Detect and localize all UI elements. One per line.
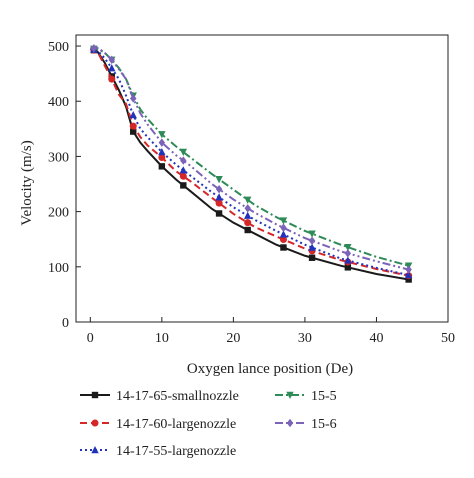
data-point <box>280 244 287 251</box>
data-point <box>344 243 352 252</box>
data-point <box>308 254 316 261</box>
x-axis-label: Oxygen lance position (De) <box>187 361 353 377</box>
x-tick-label: 40 <box>369 331 383 346</box>
series-1 <box>89 46 412 283</box>
legend-item: 15-6 <box>275 417 337 432</box>
series-line <box>89 47 409 277</box>
legend-marker <box>286 418 294 428</box>
plot-frame <box>75 34 449 323</box>
data-point <box>180 156 187 165</box>
legend-label: 15-6 <box>311 417 337 432</box>
y-tick-label: 500 <box>48 40 69 55</box>
y-tick-label: 400 <box>48 95 69 110</box>
data-point <box>279 230 288 238</box>
x-tick-label: 30 <box>298 331 312 346</box>
data-point <box>158 131 166 139</box>
data-point <box>215 210 223 217</box>
data-point <box>108 64 116 72</box>
legend-item: 14-17-60-largenozzle <box>80 417 236 432</box>
data-point <box>405 276 412 283</box>
data-point <box>90 44 98 53</box>
x-tick-label: 50 <box>441 331 455 346</box>
data-point <box>130 128 137 135</box>
data-point <box>108 55 115 65</box>
data-point <box>158 138 166 147</box>
data-point <box>179 166 188 174</box>
data-point <box>129 111 137 119</box>
data-point <box>179 172 187 180</box>
x-tick-label: 10 <box>155 331 169 346</box>
data-point <box>308 236 316 245</box>
data-point <box>158 148 166 156</box>
data-point <box>215 193 223 201</box>
data-point <box>129 122 137 130</box>
data-point <box>215 184 223 194</box>
legend-marker <box>91 419 99 427</box>
data-point <box>308 230 316 238</box>
y-tick-label: 100 <box>48 261 69 276</box>
series-3 <box>90 45 413 279</box>
data-point <box>244 226 251 234</box>
y-tick-label: 300 <box>48 150 69 165</box>
x-tick-label: 0 <box>87 331 94 346</box>
data-point <box>279 217 288 225</box>
series-line <box>90 46 409 271</box>
legend: 14-17-65-smallnozzle 14-17-60-largenozzle… <box>80 389 337 459</box>
x-tick-label: 20 <box>226 331 240 346</box>
data-point <box>404 271 413 279</box>
data-point <box>344 264 352 271</box>
series-line <box>90 47 409 277</box>
data-point <box>244 204 251 213</box>
data-point <box>180 182 187 189</box>
series-5 <box>90 44 412 274</box>
data-point <box>344 249 352 258</box>
data-point <box>243 211 252 219</box>
data-point <box>279 235 287 243</box>
y-tick-label: 0 <box>62 316 69 331</box>
axes <box>75 34 449 323</box>
data-point <box>179 148 188 157</box>
series-4 <box>90 45 413 270</box>
data-point <box>344 256 352 264</box>
data-point <box>243 196 252 204</box>
legend-label: 14-17-60-largenozzle <box>116 417 236 432</box>
legend-item: 14-17-65-smallnozzle <box>80 389 239 404</box>
legend-item: 14-17-55-largenozzle <box>80 444 236 459</box>
legend-label: 14-17-65-smallnozzle <box>116 389 239 404</box>
series-2 <box>89 46 413 280</box>
series-line <box>89 47 409 281</box>
legend-label: 15-5 <box>311 389 337 404</box>
legend-label: 14-17-55-largenozzle <box>116 444 236 459</box>
data-point <box>158 163 166 170</box>
legend-marker <box>91 446 99 454</box>
data-point <box>405 265 412 274</box>
legend-marker <box>91 391 99 399</box>
series-layer <box>89 44 413 283</box>
legend-marker <box>286 391 294 399</box>
data-point <box>308 243 316 251</box>
data-point <box>130 94 137 103</box>
data-point <box>215 199 223 207</box>
y-axis-label: Velocity (m/s) <box>19 140 35 225</box>
data-point <box>108 75 116 83</box>
legend-item: 15-5 <box>275 389 337 404</box>
data-point <box>215 176 223 184</box>
data-point <box>244 219 252 227</box>
data-point <box>280 223 287 232</box>
y-tick-label: 200 <box>48 206 69 221</box>
data-point <box>158 154 166 162</box>
